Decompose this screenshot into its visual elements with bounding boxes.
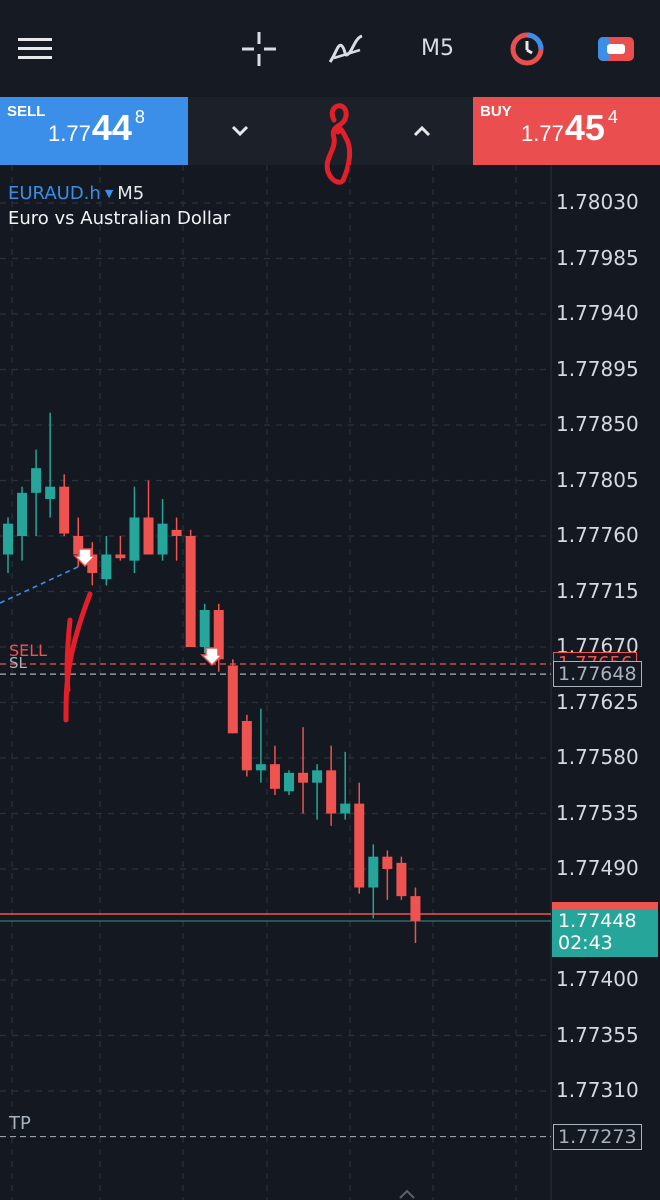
symbol-timeframe: M5 [117,183,145,204]
trade-toggle-icon[interactable] [596,26,636,72]
price-axis-tick: 1.77850 [556,412,639,436]
order-history-link [0,565,81,604]
bar-countdown: 02:43 [558,932,613,954]
sell-trade-arrow-icon [73,548,97,568]
price-chart[interactable] [0,165,660,1200]
price-axis-tick: 1.77985 [556,245,639,270]
buy-price: 1.77 45 4 [521,107,618,148]
candle-body [59,486,70,534]
red-scribble-annotation [324,103,353,185]
candle-body [185,536,196,647]
candle-body [354,803,365,888]
bid-line-marker [552,902,658,910]
price-axis-tick: 1.77715 [556,578,639,603]
sell-label: SELL [7,103,46,120]
red-pen-annotation [63,591,93,723]
candle-body [241,721,252,771]
candle-body [382,856,393,869]
candle-body [115,554,126,559]
candle-body [213,610,224,660]
price-axis-tick: 1.77805 [556,467,639,492]
dropdown-triangle-icon: ▼ [104,187,114,200]
buy-label: BUY [480,103,512,120]
sl-price-badge: 1.77648 [553,661,642,687]
candle-body [101,554,112,580]
candle-body [396,862,407,897]
candle-body [269,764,280,789]
candle-body [298,772,309,783]
price-axis-tick: 1.77895 [556,356,639,381]
price-axis-tick: 1.77940 [556,301,639,325]
hamburger-menu-icon[interactable] [18,26,52,72]
candle-body [227,665,238,734]
candle-body [129,517,140,561]
price-axis-tick: 1.77490 [556,856,639,880]
sell-order-label: SELL [9,641,48,660]
clock-history-icon[interactable] [508,26,546,72]
tp-label: TP [9,1113,31,1134]
sl-label: SL [9,654,27,672]
symbol-name: EURAUD.h [8,183,101,204]
price-axis-tick: 1.77400 [556,967,639,991]
candle-body [45,486,56,499]
candle-body [157,523,168,555]
timeframe-button[interactable]: M5 [421,36,454,61]
price-axis-tick: 1.77625 [556,689,639,714]
candle-body [312,770,323,783]
price-axis-tick: 1.77580 [556,745,639,769]
candle-body [143,517,154,555]
price-axis-tick: 1.77310 [556,1078,639,1102]
candle-body [87,554,98,573]
sell-trade-arrow-icon [200,647,224,667]
buy-button[interactable]: BUY 1.77 45 4 [473,97,660,165]
tp-price-badge: 1.77273 [553,1124,642,1150]
sell-price: 1.77 44 8 [48,107,145,148]
candle-body [340,803,351,814]
candle-body [199,610,210,647]
price-axis-tick: 1.78030 [556,190,639,214]
candle-body [284,772,294,792]
lot-decrease-chevron-down-icon[interactable] [222,116,258,146]
top-toolbar: M5 [0,0,660,97]
lot-increase-chevron-up-icon[interactable] [404,116,440,146]
candle-body [410,896,421,921]
candle-body [17,492,28,536]
crosshair-icon[interactable] [240,26,278,72]
candle-body [255,764,266,771]
symbol-selector[interactable]: EURAUD.h ▼ M5 [8,183,144,204]
scroll-caret-icon [399,1189,415,1199]
candle-body [31,468,42,493]
candle-body [171,529,182,536]
candle-body [73,536,84,555]
candle-body [3,523,13,555]
candle-body [368,856,379,888]
price-axis-tick: 1.77355 [556,1022,639,1047]
price-axis-tick: 1.77760 [556,523,639,547]
candle-body [326,770,337,814]
current-price-badge: 1.77448 02:43 [552,909,658,957]
symbol-description: Euro vs Australian Dollar [8,208,231,229]
current-price: 1.77448 [558,910,637,932]
sell-button[interactable]: SELL 1.77 44 8 [0,97,188,165]
price-axis-tick: 1.77535 [556,800,639,825]
indicators-icon[interactable] [328,26,366,72]
